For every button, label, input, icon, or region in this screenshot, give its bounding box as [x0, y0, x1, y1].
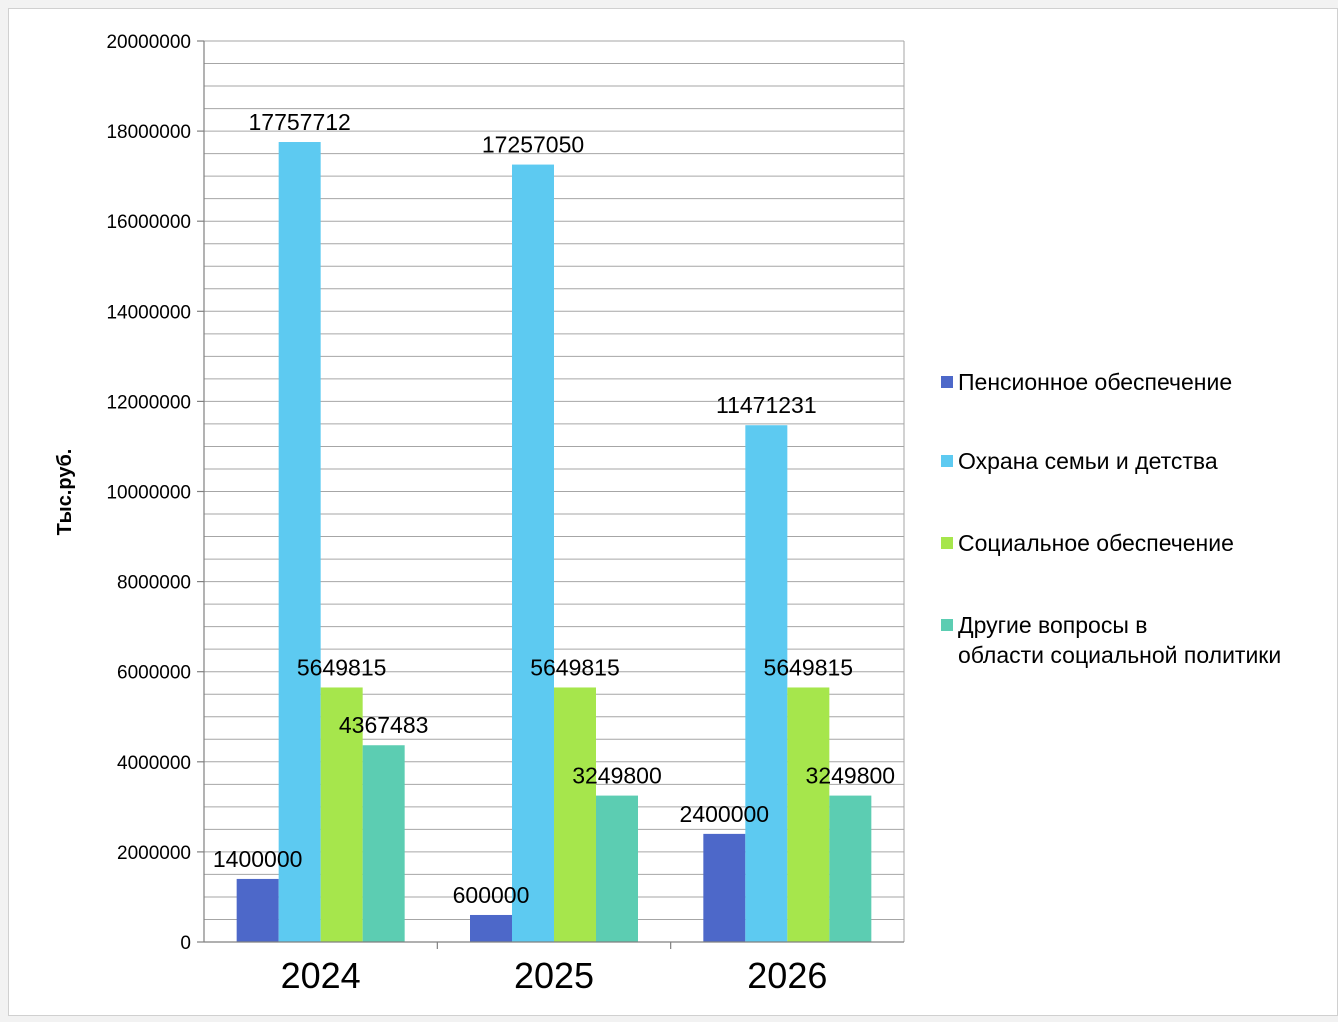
data-label: 17757712 [248, 109, 350, 135]
axes: 0 2000000 4000000 6000000 8000000 10000000 120… [106, 32, 904, 996]
data-label: 17257050 [482, 132, 584, 158]
data-label: 5649815 [297, 654, 387, 680]
data-label: 600000 [453, 882, 530, 908]
bar [470, 914, 512, 942]
legend-label-line: Другие вопросы в [958, 612, 1147, 638]
data-label: 4367483 [339, 712, 429, 738]
legend-label: Социальное обеспечение [958, 530, 1234, 556]
bar [512, 164, 554, 943]
data-label: 5649815 [530, 654, 620, 680]
bar [745, 425, 788, 942]
y-tick-label: 10000000 [106, 483, 191, 504]
bar [703, 833, 746, 942]
legend-swatch [941, 619, 953, 631]
x-tick-label: 2024 [281, 955, 361, 996]
bar [320, 687, 363, 942]
legend: Пенсионное обеспечение Охрана семьи и дет… [941, 369, 1281, 668]
legend-swatch [941, 455, 953, 467]
data-label: 11471231 [716, 392, 817, 418]
x-tick-label: 2025 [514, 955, 594, 996]
bar [596, 795, 638, 942]
data-label: 1400000 [213, 846, 303, 872]
legend-label-line: области социальной политики [958, 642, 1281, 668]
bar [362, 745, 405, 942]
legend-swatch [941, 537, 953, 549]
chart-panel: 0 2000000 4000000 6000000 8000000 10000000 120… [8, 8, 1338, 1016]
bar [278, 142, 321, 942]
y-axis-title: Тыс.руб. [54, 449, 76, 536]
data-labels: 1400000 17757712 5649815 4367483 600000 17257… [213, 109, 895, 908]
bar [829, 795, 872, 942]
y-tick-label: 20000000 [106, 32, 191, 53]
bar [236, 878, 279, 942]
y-tick-label: 18000000 [106, 122, 191, 143]
bar [787, 687, 830, 942]
data-label: 3249800 [572, 763, 662, 789]
y-tick-label: 6000000 [117, 663, 191, 684]
data-label: 5649815 [764, 654, 854, 680]
legend-label: Охрана семьи и детства [958, 448, 1218, 474]
y-tick-label: 4000000 [117, 753, 191, 774]
bars [236, 142, 872, 943]
legend-label: Другие вопросы в области социальной полит… [958, 612, 1281, 668]
y-tick-label: 2000000 [117, 843, 191, 864]
data-label: 3249800 [806, 763, 896, 789]
y-tick-label: 0 [180, 933, 191, 954]
y-tick-label: 8000000 [117, 573, 191, 594]
y-tick-label: 14000000 [106, 302, 191, 323]
legend-label: Пенсионное обеспечение [958, 369, 1232, 395]
x-tick-label: 2026 [747, 955, 827, 996]
y-tick-label: 12000000 [106, 392, 191, 413]
y-tick-label: 16000000 [106, 212, 191, 233]
legend-swatch [941, 376, 953, 388]
bar [554, 687, 596, 942]
data-label: 2400000 [680, 801, 770, 827]
bar-chart: 0 2000000 4000000 6000000 8000000 10000000 120… [54, 32, 1281, 996]
